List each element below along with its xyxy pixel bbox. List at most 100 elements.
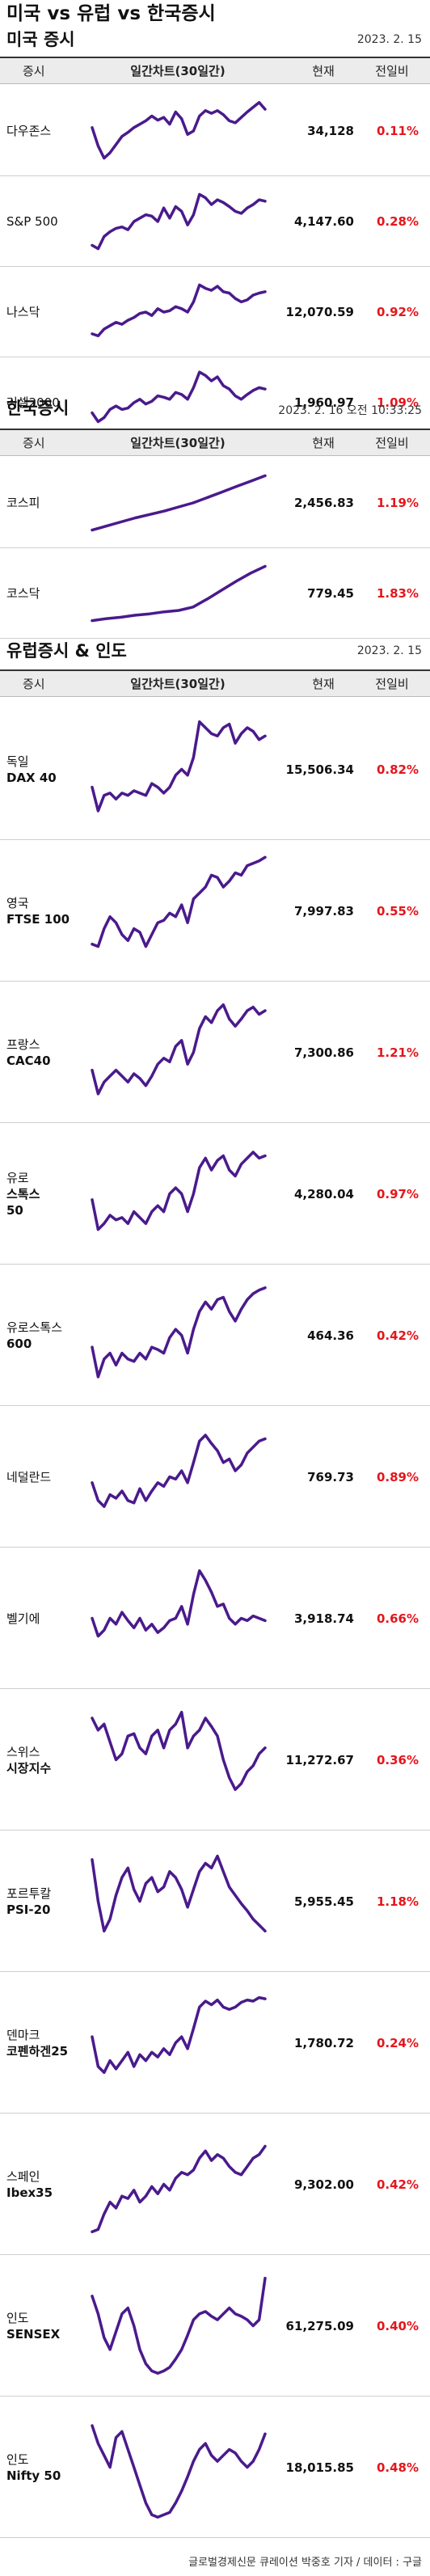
sparkline-series: [91, 1003, 267, 1096]
sparkline-chart: [81, 703, 275, 835]
index-name: 독일 DAX 40: [6, 754, 57, 785]
sparkline-chart: [81, 1694, 275, 1826]
current-value: 61,275.09: [285, 2318, 354, 2333]
change-percent: 0.97%: [376, 1186, 419, 1201]
change-percent: 0.66%: [376, 1611, 419, 1626]
sparkline-series: [91, 1854, 267, 1933]
index-name: 스위스 시장지수: [6, 1744, 52, 1776]
index-name: 영국 FTSE 100: [6, 895, 70, 927]
sparkline-chart: [81, 1411, 275, 1543]
current-value: 15,506.34: [285, 762, 354, 777]
change-percent: 0.55%: [376, 903, 419, 918]
index-row: 스위스 시장지수 11,272.67 0.36%: [0, 1689, 430, 1831]
change-percent: 0.11%: [376, 124, 419, 138]
change-percent: 0.92%: [376, 305, 419, 319]
index-row: 영국 FTSE 100 7,997.83 0.55%: [0, 840, 430, 982]
index-row: 포르투칼 PSI-20 5,955.45 1.18%: [0, 1831, 430, 1972]
change-percent: 1.21%: [376, 1045, 419, 1060]
column-index-label: 증시: [23, 677, 45, 691]
current-value: 11,272.67: [285, 1752, 354, 1767]
column-chart-label: 일간차트(30일간): [130, 677, 226, 691]
sparkline-series: [91, 2144, 267, 2234]
index-name: 인도 SENSEX: [6, 2310, 61, 2342]
sparkline-series: [91, 1710, 267, 1792]
sparkline-chart: [81, 1552, 275, 1684]
current-value: 3,918.74: [293, 1611, 354, 1626]
index-row: 러셀2000 1,960.97 1.09%: [0, 357, 430, 448]
sparkline-series: [91, 1286, 267, 1379]
sparkline-series: [91, 1569, 267, 1638]
index-name: 코스피: [6, 496, 40, 510]
sparkline-series: [91, 564, 267, 623]
sparkline-series: [91, 1995, 267, 2075]
sparkline-svg: [91, 283, 267, 338]
index-row: 인도 SENSEX 61,275.09 0.40%: [0, 2255, 430, 2397]
current-value: 1,960.97: [293, 395, 354, 410]
sparkline-chart: [81, 1128, 275, 1260]
index-name: 포르투칼 PSI-20: [6, 1886, 52, 1917]
column-header: 증시 일간차트(30일간) 현재 전일비: [0, 57, 430, 84]
current-value: 2,456.83: [293, 496, 354, 510]
sparkline-svg: [91, 2276, 267, 2375]
index-name: 유로 스톡스 50: [6, 1170, 40, 1218]
section-date: 2023. 2. 15: [356, 644, 422, 657]
index-row: 유로 스톡스 50 4,280.04 0.97%: [0, 1123, 430, 1265]
sparkline-series: [91, 1151, 267, 1231]
change-percent: 0.24%: [376, 2035, 419, 2050]
sparkline-chart: [81, 181, 275, 262]
change-percent: 0.28%: [376, 214, 419, 229]
index-name: S&P 500: [6, 214, 58, 229]
current-value: 7,997.83: [293, 903, 354, 918]
current-value: 769.73: [307, 1469, 354, 1484]
section-header: 미국 증시 2023. 2. 15: [0, 27, 430, 52]
sparkline-chart: [81, 986, 275, 1118]
index-row: S&P 500 4,147.60 0.28%: [0, 176, 430, 267]
column-change-label: 전일비: [375, 677, 409, 691]
index-name: 다우존스: [6, 124, 52, 138]
index-row: 프랑스 CAC40 7,300.86 1.21%: [0, 982, 430, 1123]
change-percent: 0.42%: [376, 2177, 419, 2192]
sparkline-series: [91, 1434, 267, 1509]
sparkline-chart: [81, 1269, 275, 1401]
sparkline-svg: [91, 1151, 267, 1231]
sparkline-svg: [91, 2144, 267, 2234]
index-row: 덴마크 코펜하겐25 1,780.72 0.24%: [0, 1972, 430, 2114]
sparkline-svg: [91, 1995, 267, 2075]
sparkline-svg: [91, 1003, 267, 1096]
section-title: 유럽증시 & 인도: [6, 641, 127, 661]
footer-credit: 글로벌경제신문 큐레이션 박중호 기자 / 데이터 : 구글: [188, 2557, 422, 2569]
column-current-label: 현재: [312, 64, 335, 78]
index-name: 스페인 Ibex35: [6, 2168, 53, 2200]
current-value: 34,128: [307, 124, 354, 138]
section-title: 미국 증시: [6, 30, 75, 49]
index-name: 덴마크 코펜하겐25: [6, 2027, 69, 2059]
change-percent: 1.19%: [376, 496, 419, 510]
index-name: 코스닥: [6, 586, 40, 601]
sparkline-svg: [91, 1569, 267, 1638]
change-percent: 0.48%: [376, 2460, 419, 2475]
sparkline-chart: [81, 1977, 275, 2109]
sparkline-svg: [91, 855, 267, 948]
sparkline-series: [91, 720, 267, 813]
sparkline-series: [91, 474, 267, 532]
current-value: 5,955.45: [293, 1894, 354, 1909]
sparkline-svg: [91, 564, 267, 623]
change-percent: 0.42%: [376, 1328, 419, 1343]
current-value: 7,300.86: [293, 1045, 354, 1060]
column-change-label: 전일비: [375, 436, 409, 450]
change-percent: 0.40%: [376, 2318, 419, 2333]
current-value: 4,280.04: [293, 1186, 354, 1201]
sparkline-svg: [91, 1434, 267, 1509]
index-name: 인도 Nifty 50: [6, 2451, 61, 2483]
change-percent: 0.36%: [376, 1752, 419, 1767]
current-value: 18,015.85: [285, 2460, 354, 2475]
sparkline-series: [91, 283, 267, 338]
sparkline-svg: [91, 474, 267, 532]
sparkline-svg: [91, 1710, 267, 1792]
current-value: 12,070.59: [285, 305, 354, 319]
column-index-label: 증시: [23, 436, 45, 450]
index-row: 인도 Nifty 50 18,015.85 0.48%: [0, 2397, 430, 2538]
sparkline-chart: [81, 2260, 275, 2392]
current-value: 464.36: [307, 1328, 354, 1343]
change-percent: 1.09%: [376, 395, 419, 410]
